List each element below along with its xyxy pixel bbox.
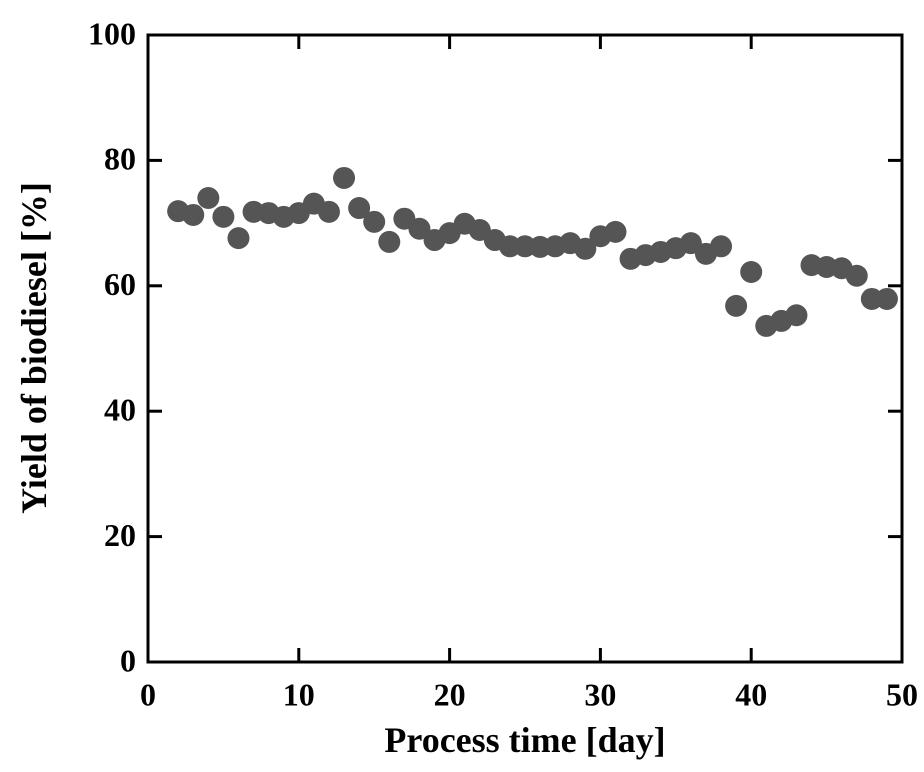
data-point — [227, 227, 250, 250]
plot-frame — [146, 33, 904, 664]
data-point — [740, 261, 763, 284]
y-tick-label: 20 — [104, 517, 136, 553]
y-axis-label: Yield of biodiesel [%] — [14, 182, 54, 514]
x-tick-label: 30 — [584, 676, 616, 712]
data-point — [212, 205, 235, 228]
data-point — [875, 287, 898, 310]
data-point — [785, 304, 808, 327]
data-point — [317, 200, 340, 223]
x-tick-label: 10 — [283, 676, 315, 712]
data-point — [408, 217, 431, 240]
x-tick-label: 20 — [434, 676, 466, 712]
y-tick-label: 40 — [104, 392, 136, 428]
data-point — [348, 197, 371, 220]
data-point — [845, 264, 868, 287]
data-point — [725, 294, 748, 317]
data-point — [498, 235, 521, 258]
data-point — [378, 230, 401, 253]
y-tick-label: 80 — [104, 141, 136, 177]
data-point — [363, 210, 386, 233]
data-point — [574, 237, 597, 260]
data-point — [182, 203, 205, 226]
y-tick-label: 0 — [120, 642, 136, 678]
x-tick-label: 40 — [735, 676, 767, 712]
data-point — [710, 235, 733, 258]
x-tick-label: 50 — [886, 676, 918, 712]
data-point — [860, 287, 883, 310]
data-point — [604, 220, 627, 243]
y-tick-label: 60 — [104, 266, 136, 302]
data-point — [333, 166, 356, 189]
y-tick-label: 100 — [88, 15, 136, 51]
x-tick-label: 0 — [140, 676, 156, 712]
data-point — [197, 187, 220, 210]
x-axis-label: Process time [day] — [384, 720, 665, 760]
